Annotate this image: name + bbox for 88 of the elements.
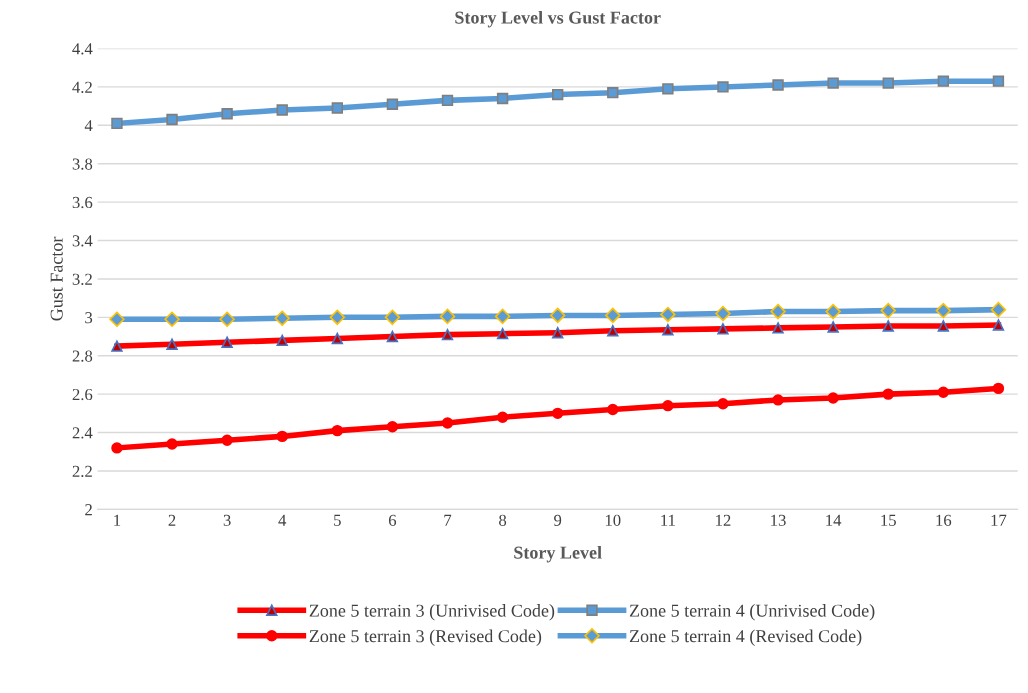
x-tick-label: 7 xyxy=(444,514,452,526)
y-tick-label: 3.6 xyxy=(72,196,93,209)
y-tick-label: 3.2 xyxy=(72,273,92,285)
x-tick-label: 6 xyxy=(388,514,397,526)
point xyxy=(772,394,784,406)
point xyxy=(496,92,509,105)
y-tick-label: 2.4 xyxy=(72,427,93,439)
y-tick-label: 4.4 xyxy=(72,43,93,55)
y-tick-label: 3.8 xyxy=(72,158,93,170)
x-tick-label: 4 xyxy=(278,514,287,526)
point xyxy=(827,392,839,404)
point xyxy=(882,77,894,89)
point xyxy=(109,311,125,327)
point xyxy=(937,75,950,87)
point xyxy=(331,424,344,437)
point xyxy=(111,117,123,130)
x-tick-label: 14 xyxy=(826,514,842,526)
x-tick-label: 3 xyxy=(223,514,231,526)
x-tick-label: 11 xyxy=(661,514,675,526)
point xyxy=(384,309,401,326)
legend-label: Zone 5 terrain 4 (Revised Code) xyxy=(629,629,862,646)
point xyxy=(221,434,233,446)
x-tick-label: 17 xyxy=(991,514,1007,526)
point xyxy=(164,311,180,327)
point xyxy=(274,310,290,327)
legend-label: Zone 5 terrain 3 (Revised Code) xyxy=(309,629,542,646)
point xyxy=(882,388,894,400)
point xyxy=(551,88,564,101)
point xyxy=(441,94,454,107)
point xyxy=(607,86,619,99)
point xyxy=(439,308,456,325)
x-tick-label: 9 xyxy=(554,514,562,526)
point xyxy=(715,305,731,322)
point xyxy=(551,407,564,420)
point xyxy=(329,309,346,326)
point xyxy=(825,303,841,320)
point xyxy=(549,307,566,324)
x-axis-title: Story Level xyxy=(514,546,602,563)
point xyxy=(992,75,1005,87)
point xyxy=(827,77,839,89)
point xyxy=(496,411,509,423)
point xyxy=(717,81,729,93)
point xyxy=(660,306,676,323)
x-tick-label: 1 xyxy=(114,514,121,526)
point xyxy=(992,382,1005,395)
point xyxy=(772,79,784,91)
y-axis-title: Gust Factor xyxy=(50,236,63,321)
chart-title: Story Level vs Gust Factor xyxy=(455,10,661,28)
point xyxy=(662,83,674,95)
point xyxy=(386,98,399,110)
x-tick-label: 15 xyxy=(881,514,896,526)
point xyxy=(935,302,952,319)
point xyxy=(605,307,621,324)
y-tick-label: 4 xyxy=(84,120,93,132)
x-tick-label: 12 xyxy=(716,514,731,526)
x-tick-label: 13 xyxy=(771,514,786,526)
y-tick-label: 4.2 xyxy=(72,81,92,93)
point xyxy=(441,417,454,429)
y-tick-label: 2.6 xyxy=(72,388,93,401)
legend-label: Zone 5 terrain 3 (Unrivised Code) xyxy=(309,604,555,621)
x-tick-label: 16 xyxy=(936,514,952,526)
y-tick-label: 3 xyxy=(85,312,93,324)
x-tick-label: 5 xyxy=(334,514,341,526)
point xyxy=(111,442,123,454)
point xyxy=(331,102,344,114)
point xyxy=(662,399,674,412)
point xyxy=(937,386,950,398)
point xyxy=(717,398,729,410)
y-tick-label: 2 xyxy=(85,504,92,516)
point xyxy=(990,301,1007,318)
point xyxy=(219,311,235,327)
point xyxy=(221,108,233,120)
x-tick-label: 2 xyxy=(168,514,176,526)
point xyxy=(770,303,786,320)
point xyxy=(386,421,399,433)
point xyxy=(494,308,511,325)
legend-label: Zone 5 terrain 4 (Unrivised Code) xyxy=(629,604,875,621)
x-tick-label: 8 xyxy=(499,514,507,526)
point xyxy=(166,113,178,126)
point xyxy=(880,302,896,319)
y-tick-label: 2.8 xyxy=(72,350,93,362)
point xyxy=(276,104,288,116)
y-tick-label: 3.4 xyxy=(72,235,93,247)
y-tick-label: 2.2 xyxy=(72,465,92,477)
point xyxy=(607,403,619,416)
point xyxy=(276,430,288,443)
point xyxy=(166,438,178,450)
x-tick-label: 10 xyxy=(605,514,621,526)
